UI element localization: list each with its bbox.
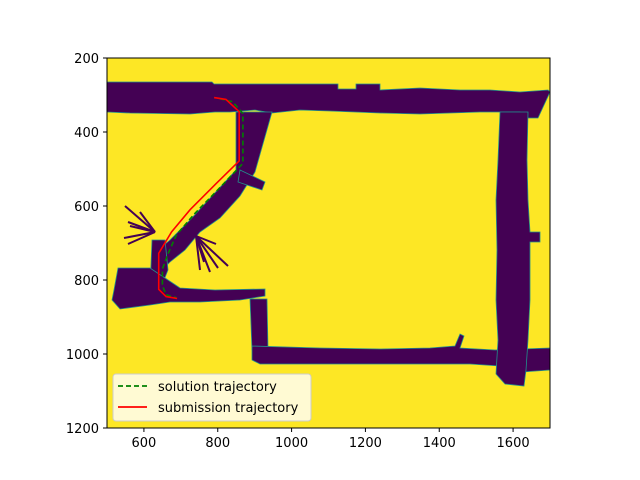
y-tick-label: 1000 xyxy=(66,348,99,363)
y-axis-ticks: 200 400 600 800 1000 1200 xyxy=(66,52,107,437)
x-tick-label: 600 xyxy=(132,436,157,451)
y-tick-label: 400 xyxy=(74,126,99,141)
lower-vertical-left xyxy=(249,298,269,351)
y-tick-label: 1200 xyxy=(66,422,99,437)
trajectory-layer xyxy=(157,96,244,300)
top-corridor xyxy=(107,81,550,119)
axes-frame xyxy=(106,57,551,429)
legend-box xyxy=(112,373,312,422)
bottom-corridor xyxy=(251,333,550,373)
x-tick-label: 1200 xyxy=(349,436,382,451)
submission-trajectory-line xyxy=(157,96,240,300)
y-tick-label: 200 xyxy=(74,52,99,67)
x-axis-ticks: 600 800 1000 1200 1400 1600 xyxy=(132,428,530,451)
right-vertical-corridor xyxy=(495,111,541,387)
scan-fan-left xyxy=(123,205,156,245)
scan-fan-right xyxy=(195,235,229,273)
legend: solution trajectory submission trajector… xyxy=(112,373,312,422)
spur-right xyxy=(237,169,266,191)
legend-label-solution: solution trajectory xyxy=(158,380,277,395)
x-tick-label: 1400 xyxy=(423,436,456,451)
legend-label-submission: submission trajectory xyxy=(158,401,299,416)
solution-trajectory-line xyxy=(161,97,244,299)
x-tick-label: 1600 xyxy=(497,436,530,451)
y-tick-label: 800 xyxy=(74,274,99,289)
y-tick-label: 600 xyxy=(74,200,99,215)
map-free-space xyxy=(107,81,550,387)
bottom-left-area xyxy=(111,267,266,310)
x-tick-label: 1000 xyxy=(275,436,308,451)
x-tick-label: 800 xyxy=(205,436,230,451)
